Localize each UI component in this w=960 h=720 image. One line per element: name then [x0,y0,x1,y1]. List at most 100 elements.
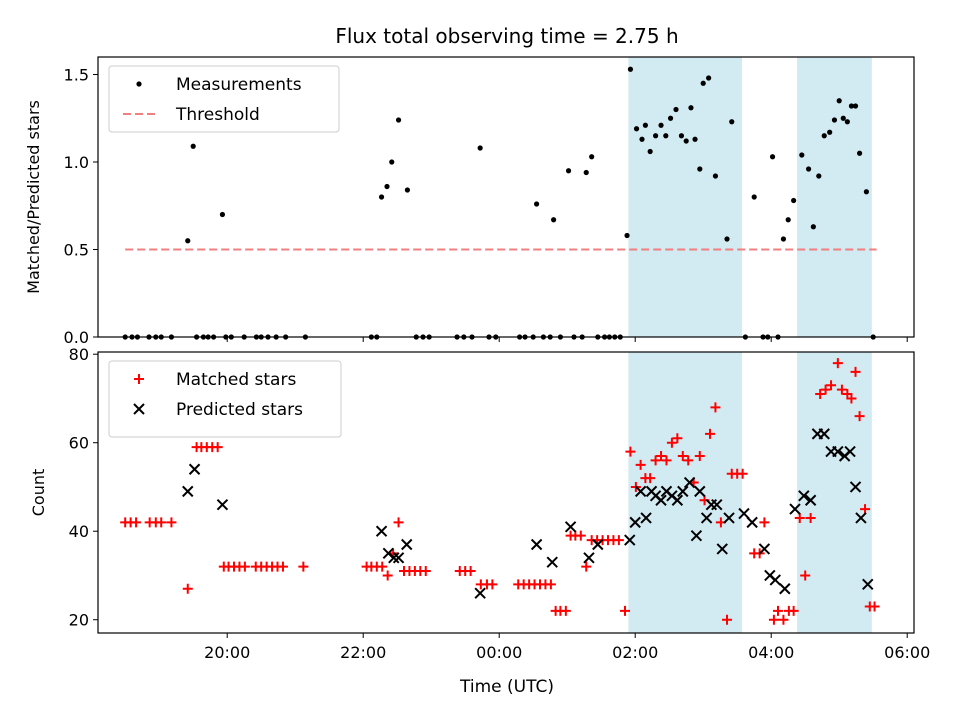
matched-star-point [737,468,748,479]
predicted-star-point [690,529,703,542]
figure-title: Flux total observing time = 2.75 h [335,24,678,48]
y-tick-label: 80 [69,345,89,364]
predicted-star-point [746,516,758,529]
predicted-star-point [855,512,867,524]
x-tick-label: 04:00 [748,643,794,662]
matched-star-point [683,455,694,466]
matched-star-point [826,380,837,391]
predicted-star-point [683,476,696,489]
matched-star-point [788,605,799,616]
predicted-star-point [624,534,636,546]
measurement-point [821,133,827,139]
matched-star-point [650,455,661,466]
measurement-point [404,187,410,193]
predicted-star-point [798,490,810,502]
measurement-point [551,217,557,223]
matched-star-point [545,579,556,590]
measurement-point [642,122,649,128]
matched-star-point [382,570,393,581]
measurement-point [840,115,846,121]
predicted-star-point [592,538,604,551]
ratio-panel: 0.0 0.5 1.0 1.5 Matched/Predicted stars Measu… [24,56,915,347]
predicted-star-point [832,445,844,458]
measurement-point [852,103,859,109]
predicted-star-point [738,507,750,520]
predicted-star-point [723,512,735,524]
matched-star-point [613,535,624,546]
x-tick-label: 20:00 [204,643,250,662]
matched-star-point [298,561,309,572]
measurement-point [769,154,776,160]
predicted-star-point [849,481,862,493]
legend-box [108,65,340,133]
matched-star-point [836,384,847,395]
measurement-point [816,173,822,179]
measurement-point [384,183,390,190]
legend-box [108,360,342,438]
measurement-point [751,194,757,200]
predicted-star-point [546,556,558,568]
measurement-point [688,105,694,111]
x-tick-label: 02:00 [612,643,658,662]
measurement-point [627,66,634,72]
measurement-point [673,106,679,113]
matched-star-point [778,614,789,625]
matched-star-point [156,517,167,528]
measurement-point [700,80,706,86]
matched-star-point [694,450,705,461]
x-axis-label: Time (UTC) [459,677,554,697]
measurement-point [565,168,572,174]
measurement-point [706,75,712,81]
predicted-star-point [655,494,667,506]
measurement-point [583,169,589,176]
predicted-star-point [779,583,791,595]
measurement-point [857,150,863,156]
matched-star-point [393,517,404,528]
measurement-point [697,166,703,172]
predicted-star-point [188,463,201,475]
measurement-point [785,217,791,223]
axes-frame [97,351,915,634]
matched-star-point [465,566,476,577]
predicted-star-point [844,445,856,458]
predicted-star-point [758,543,771,555]
measurement-point [667,115,674,121]
matched-star-point [773,605,783,616]
y-tick-label: 20 [69,611,89,630]
matched-star-point [846,393,857,404]
legend: Measurements Threshold [108,65,340,133]
matched-star-point [212,442,223,453]
measurement-point [185,238,191,244]
measurement-point [639,136,645,142]
matched-star-point [832,358,843,369]
predicted-star-point [634,485,647,498]
predicted-star-point [182,485,194,498]
measurement-point [844,119,850,125]
matched-star-point [166,517,177,528]
matched-star-point [581,561,592,572]
measurement-point [219,211,226,218]
matched-star-point [625,446,636,457]
matched-star-point [705,428,715,439]
matched-star-point [487,579,498,590]
matched-star-point [661,455,672,466]
matched-star-point [620,605,630,616]
predicted-star-point [530,538,543,551]
predicted-star-point [640,512,652,524]
measurement-point [389,159,395,165]
x-tick-label: 22:00 [340,643,386,662]
matched-star-point [800,570,811,581]
legend-marker-x [133,403,145,415]
predicted-star-point [388,552,400,564]
matched-star-point [239,561,250,572]
measurement-point [589,154,595,160]
predicted-star-point [694,485,706,498]
predicted-star-point [216,498,229,511]
matched-star-point [710,402,721,413]
series-matched-stars [120,358,880,625]
y-axis-label: Count [29,469,48,517]
matched-star-point [560,605,571,616]
predicted-star-point [711,498,723,511]
y-tick-label: 1.0 [64,153,89,172]
